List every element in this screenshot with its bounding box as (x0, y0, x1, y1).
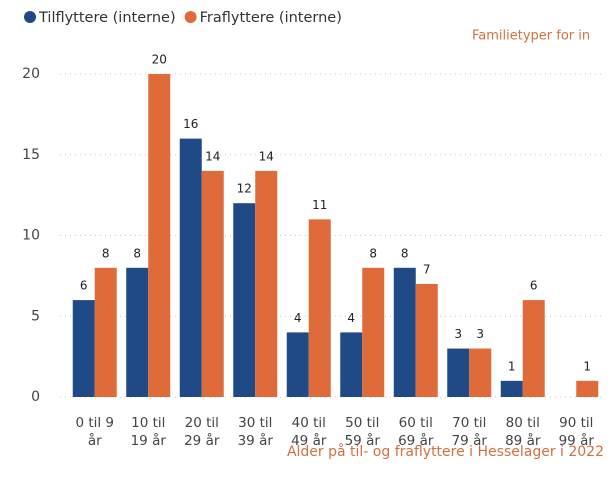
bar (393, 267, 416, 397)
y-tick-label: 10 (22, 228, 40, 244)
value-label: 6 (80, 279, 88, 293)
value-label: 14 (259, 149, 274, 163)
legend-marker (24, 11, 36, 23)
x-tick-label: 39 år (238, 432, 274, 449)
x-tick-label: 40 til (292, 415, 326, 431)
bar (447, 348, 470, 397)
x-tick-label: 89 år (505, 432, 541, 449)
value-label: 6 (530, 279, 538, 293)
bar (308, 219, 331, 397)
bar (255, 170, 278, 397)
legend-label: Tilflyttere (interne) (38, 10, 176, 26)
x-tick-label: 19 år (131, 432, 167, 449)
bar (126, 267, 149, 397)
x-tick-label: 69 år (398, 432, 434, 449)
value-label: 1 (508, 359, 516, 373)
value-label: 3 (476, 327, 484, 341)
x-tick-label: 29 år (184, 432, 220, 449)
legend-label: Fraflyttere (interne) (200, 10, 342, 26)
caption: Alder på til- og fraflyttere i Hesselage… (287, 443, 604, 460)
value-label: 11 (312, 198, 327, 212)
x-tick-label: 79 år (452, 432, 488, 449)
value-label: 8 (133, 246, 141, 260)
value-label: 4 (294, 311, 302, 325)
annotation: Familietyper for in (472, 29, 590, 44)
value-label: 8 (102, 246, 110, 260)
y-tick-label: 0 (31, 389, 40, 405)
y-tick-label: 5 (31, 308, 40, 324)
value-label: 20 (152, 53, 167, 67)
x-tick-label: 49 år (291, 432, 327, 449)
value-label: 16 (183, 117, 198, 131)
x-tick-label: 50 til (345, 415, 379, 431)
x-tick-label: år (88, 432, 102, 449)
x-tick-label: 70 til (452, 415, 486, 431)
x-tick-label: 0 til 9 (75, 415, 114, 431)
value-label: 4 (347, 311, 355, 325)
value-label: 3 (454, 327, 462, 341)
bar (72, 300, 95, 397)
x-tick-label: 99 år (559, 432, 595, 449)
value-label: 1 (583, 359, 591, 373)
bar (179, 138, 202, 397)
bar (201, 170, 224, 397)
bar (233, 203, 256, 397)
value-label: 8 (369, 246, 377, 260)
x-tick-label: 60 til (399, 415, 433, 431)
bar (286, 332, 309, 397)
value-label: 12 (237, 182, 252, 196)
y-tick-label: 20 (22, 66, 40, 82)
x-tick-label: 80 til (506, 415, 540, 431)
legend-marker (184, 11, 197, 23)
x-tick-label: 10 til (131, 415, 165, 431)
bar (94, 267, 117, 397)
x-tick-label: 90 til (559, 415, 593, 431)
bar (340, 332, 363, 397)
bar (500, 380, 523, 397)
bar (415, 283, 438, 397)
x-tick-label: 30 til (238, 415, 272, 431)
value-label: 8 (401, 246, 409, 260)
bar (362, 267, 385, 397)
x-tick-label: 20 til (185, 415, 219, 431)
x-tick-label: 59 år (345, 432, 381, 449)
bar (576, 380, 599, 397)
value-label: 14 (205, 149, 220, 163)
value-label: 7 (423, 262, 431, 276)
bar (522, 300, 545, 397)
bar (148, 74, 171, 397)
y-tick-label: 15 (22, 147, 40, 163)
bar (469, 348, 492, 397)
